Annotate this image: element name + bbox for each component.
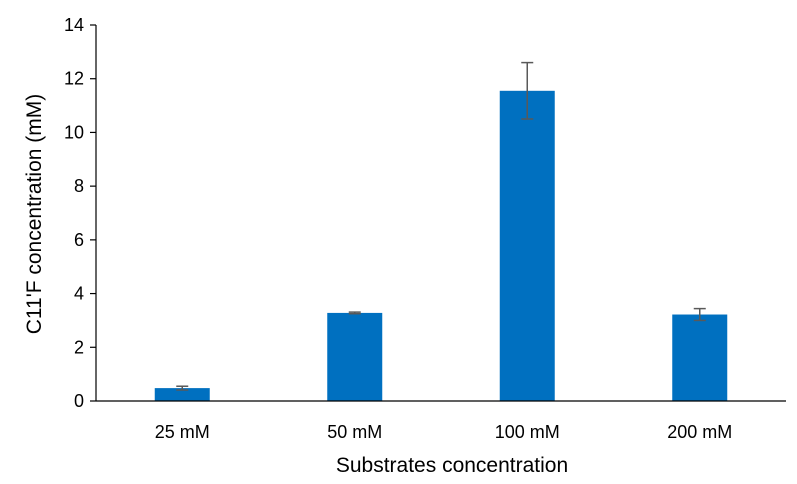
y-axis-title: C11'F concentration (mM)	[23, 94, 46, 335]
bar-200-mm	[672, 314, 728, 401]
error-bars-group	[176, 61, 706, 391]
x-tick-label: 50 mM	[327, 422, 382, 442]
x-tick-label: 25 mM	[155, 422, 210, 442]
y-tick-label: 14	[64, 15, 84, 35]
y-tick-label: 12	[64, 69, 84, 89]
y-tick-label: 8	[74, 176, 84, 196]
bar-50-mm	[327, 312, 383, 401]
x-tick-label: 200 mM	[667, 422, 732, 442]
x-tick-label: 100 mM	[495, 422, 560, 442]
y-tick-label: 10	[64, 122, 84, 142]
bar-100-mm	[499, 90, 555, 402]
y-tick-label: 4	[74, 284, 84, 304]
y-tick-label: 0	[74, 391, 84, 411]
bar-25-mm	[154, 388, 210, 401]
x-axis-title: Substrates concentration	[336, 454, 568, 477]
y-ticks-group: 0 2 4 6 8 10 12 14	[64, 15, 96, 411]
axes-group	[95, 25, 786, 402]
bars-group	[154, 90, 728, 402]
y-tick-label: 6	[74, 230, 84, 250]
y-tick-label: 2	[74, 337, 84, 357]
x-ticks-group: 25 mM 50 mM 100 mM 200 mM	[155, 422, 733, 442]
